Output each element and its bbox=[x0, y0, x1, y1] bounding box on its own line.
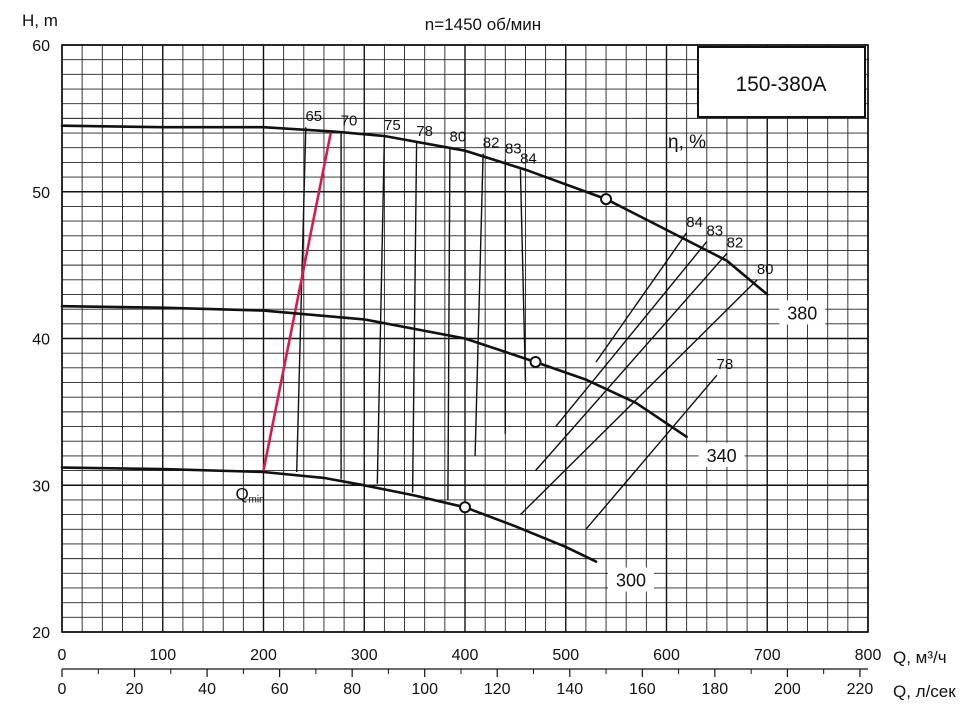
y-tick-label: 60 bbox=[32, 38, 50, 55]
model-label: 150-380A bbox=[735, 73, 826, 96]
curve-label-background bbox=[607, 567, 654, 592]
x-tick-label: 100 bbox=[149, 647, 176, 664]
x-tick-label: 700 bbox=[754, 647, 781, 664]
x-axis-label: Q, м³/ч bbox=[893, 648, 947, 667]
x-tick-label: 500 bbox=[552, 647, 579, 664]
efficiency-lines bbox=[296, 127, 758, 530]
x2-tick-label: 140 bbox=[556, 681, 583, 698]
efficiency-value-label: 82 bbox=[483, 135, 500, 152]
efficiency-line-82 bbox=[534, 252, 728, 472]
efficiency-line-78 bbox=[585, 374, 718, 530]
x-tick-label: 600 bbox=[653, 647, 680, 664]
efficiency-line-82 bbox=[474, 153, 484, 456]
efficiency-line-78 bbox=[411, 141, 418, 493]
q-min-line bbox=[262, 131, 333, 471]
x-tick-label: 800 bbox=[855, 647, 882, 664]
efficiency-value-label: 65 bbox=[305, 108, 322, 125]
x2-tick-label: 160 bbox=[629, 681, 656, 698]
x-tick-label: 400 bbox=[452, 647, 479, 664]
efficiency-value-label: 84 bbox=[520, 151, 537, 168]
x2-tick-label: 100 bbox=[411, 681, 438, 698]
efficiency-line-83 bbox=[555, 241, 708, 428]
x2-tick-label: 40 bbox=[198, 681, 216, 698]
head-curve-340 bbox=[60, 304, 688, 439]
head-curve-380 bbox=[60, 124, 769, 296]
x2-axis-label: Q, л/сек bbox=[893, 682, 956, 701]
curve-label-background bbox=[779, 300, 826, 325]
labels: n=1450 об/мин H, m Q, м³/ч Q, л/сек η, %… bbox=[22, 11, 956, 701]
efficiency-value-label: 83 bbox=[706, 223, 723, 240]
x2-tick-label: 60 bbox=[271, 681, 289, 698]
x-tick-label: 200 bbox=[250, 647, 277, 664]
x-tick-label: 300 bbox=[351, 647, 378, 664]
y-tick-label: 30 bbox=[32, 478, 50, 495]
head-curve-300 bbox=[60, 466, 598, 563]
efficiency-line-80 bbox=[519, 279, 758, 516]
x2-tick-label: 220 bbox=[847, 681, 874, 698]
efficiency-value-label: 70 bbox=[341, 113, 358, 130]
efficiency-value-label: 82 bbox=[727, 234, 744, 251]
y-tick-label: 20 bbox=[32, 625, 50, 642]
curve-label-340: 340 bbox=[707, 446, 737, 466]
efficiency-line-80 bbox=[447, 147, 451, 500]
curve-label-background bbox=[698, 442, 745, 467]
efficiency-label: η, % bbox=[668, 132, 706, 153]
x2-tick-label: 80 bbox=[343, 681, 361, 698]
q-min-label: Q bbox=[236, 485, 249, 504]
efficiency-line-65 bbox=[296, 127, 307, 473]
curve-label-380: 380 bbox=[787, 303, 817, 323]
chart-title: n=1450 об/мин bbox=[425, 15, 541, 34]
x-tick-label: 0 bbox=[58, 647, 67, 664]
operating-point-marker bbox=[529, 355, 542, 368]
x2-tick-label: 200 bbox=[774, 681, 801, 698]
x2-tick-label: 180 bbox=[702, 681, 729, 698]
q-min-subscript: min bbox=[249, 495, 265, 506]
efficiency-value-label: 83 bbox=[505, 140, 522, 157]
x2-tick-label: 120 bbox=[484, 681, 511, 698]
model-box bbox=[697, 46, 866, 118]
efficiency-line-75 bbox=[376, 135, 386, 484]
efficiency-value-label: 84 bbox=[686, 214, 703, 231]
x2-tick-label: 20 bbox=[126, 681, 144, 698]
efficiency-value-label: 75 bbox=[384, 117, 401, 134]
efficiency-value-label: 80 bbox=[757, 261, 774, 278]
efficiency-value-label: 80 bbox=[450, 129, 467, 146]
y-axis-label: H, m bbox=[22, 11, 58, 30]
efficiency-line-84 bbox=[595, 232, 688, 363]
grid bbox=[61, 44, 869, 633]
operating-point-marker bbox=[459, 501, 471, 514]
curve-label-300: 300 bbox=[616, 571, 646, 591]
head-curves bbox=[60, 124, 769, 563]
operating-point-marker bbox=[600, 193, 613, 206]
y-tick-label: 40 bbox=[32, 332, 50, 349]
efficiency-value-label: 78 bbox=[717, 356, 734, 373]
efficiency-line-84 bbox=[519, 169, 527, 383]
y-tick-label: 50 bbox=[32, 185, 50, 202]
x2-tick-label: 0 bbox=[58, 681, 67, 698]
efficiency-value-label: 78 bbox=[416, 123, 433, 140]
plot-frame bbox=[61, 44, 869, 633]
